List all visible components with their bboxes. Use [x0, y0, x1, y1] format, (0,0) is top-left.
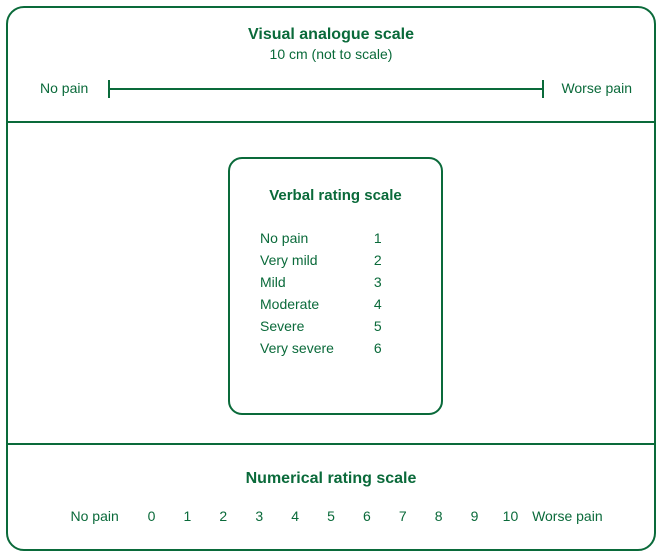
- vrs-row: Severe 5: [260, 318, 441, 340]
- figure-outer-frame: Visual analogue scale 10 cm (not to scal…: [6, 6, 656, 551]
- vrs-label: Moderate: [260, 296, 370, 312]
- vrs-panel: Verbal rating scale No pain 1 Very mild …: [8, 125, 654, 445]
- nrs-number: 2: [207, 508, 239, 524]
- nrs-number: 3: [243, 508, 275, 524]
- vrs-value: 6: [374, 340, 394, 356]
- nrs-number: 4: [279, 508, 311, 524]
- vrs-row: Very mild 2: [260, 252, 441, 274]
- vrs-label: Severe: [260, 318, 370, 334]
- nrs-number: 6: [351, 508, 383, 524]
- vrs-value: 2: [374, 252, 394, 268]
- vrs-row: No pain 1: [260, 230, 441, 252]
- nrs-number: 10: [494, 508, 526, 524]
- vas-scale: No pain Worse pain: [8, 78, 654, 108]
- vrs-value: 4: [374, 296, 394, 312]
- vrs-label: Very mild: [260, 252, 370, 268]
- vrs-label: Mild: [260, 274, 370, 290]
- nrs-number: 8: [423, 508, 455, 524]
- vrs-label: Very severe: [260, 340, 370, 356]
- nrs-row: No pain 0 1 2 3 4 5 6 7 8 9 10 Worse pai…: [8, 508, 654, 524]
- nrs-title: Numerical rating scale: [8, 470, 654, 488]
- nrs-panel: Numerical rating scale No pain 0 1 2 3 4…: [8, 446, 654, 549]
- vrs-table: No pain 1 Very mild 2 Mild 3 Moderate 4 …: [260, 230, 441, 362]
- vas-title: Visual analogue scale: [8, 26, 654, 44]
- vrs-row: Very severe 6: [260, 340, 441, 362]
- nrs-number: 0: [136, 508, 168, 524]
- vrs-row: Moderate 4: [260, 296, 441, 318]
- vas-left-label: No pain: [40, 80, 88, 96]
- vas-cap-right-icon: [542, 80, 544, 98]
- vas-panel: Visual analogue scale 10 cm (not to scal…: [8, 8, 654, 123]
- vas-line: [108, 88, 544, 90]
- nrs-number: 7: [387, 508, 419, 524]
- vas-line-segment: [108, 88, 544, 90]
- vrs-value: 5: [374, 318, 394, 334]
- vrs-value: 3: [374, 274, 394, 290]
- nrs-number: 9: [459, 508, 491, 524]
- vrs-label: No pain: [260, 230, 370, 246]
- nrs-number: 1: [171, 508, 203, 524]
- vas-subtitle: 10 cm (not to scale): [8, 46, 654, 62]
- nrs-number: 5: [315, 508, 347, 524]
- vrs-box: Verbal rating scale No pain 1 Very mild …: [228, 157, 443, 415]
- vrs-value: 1: [374, 230, 394, 246]
- vrs-title: Verbal rating scale: [230, 187, 441, 204]
- nrs-right-label: Worse pain: [530, 508, 604, 524]
- vrs-row: Mild 3: [260, 274, 441, 296]
- nrs-left-label: No pain: [58, 508, 132, 524]
- vas-right-label: Worse pain: [561, 80, 632, 96]
